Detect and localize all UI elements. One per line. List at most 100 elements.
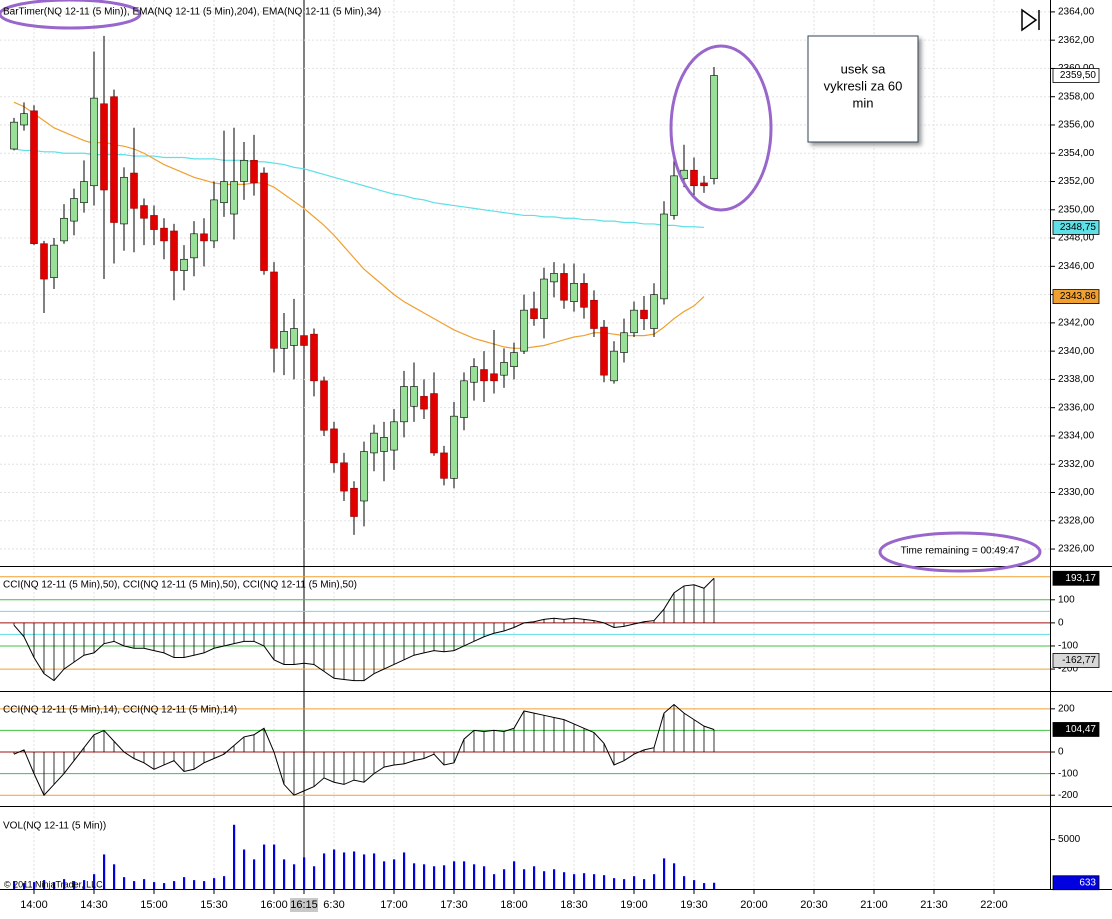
volume-bar	[473, 864, 476, 889]
value-marker	[1052, 570, 1100, 586]
volume-bar	[83, 880, 86, 889]
y-tick-label: -200	[1058, 664, 1078, 675]
value-marker-label: 193,17	[1065, 573, 1096, 584]
value-marker-label: 2343,86	[1060, 291, 1097, 302]
candle-body	[350, 487, 358, 517]
y-tick-label: 2346,00	[1058, 261, 1095, 272]
ema-line	[13, 101, 705, 349]
x-tick-label: 21:30	[920, 899, 948, 911]
volume-bar	[243, 849, 246, 889]
volume-bar	[423, 864, 426, 889]
volume-bar	[633, 876, 636, 889]
volume-bar	[173, 881, 176, 889]
play-icon[interactable]	[1021, 8, 1040, 32]
candle-body	[120, 176, 128, 225]
candle-body	[340, 462, 348, 492]
highlight-ellipse	[878, 531, 1042, 573]
volume-bar	[623, 879, 626, 889]
value-marker-label: 2348,75	[1060, 222, 1097, 233]
candle-body	[400, 386, 408, 423]
candle-body	[110, 96, 118, 223]
volume-bar	[583, 873, 586, 889]
volume-bar	[433, 866, 436, 889]
candle-body	[390, 421, 398, 451]
volume-bar	[383, 861, 386, 889]
x-tick-label: 18:30	[560, 899, 588, 911]
candle-body	[290, 328, 298, 346]
x-tick-label: 14:00	[20, 899, 48, 911]
candle-body	[450, 415, 458, 479]
volume-bar	[123, 877, 126, 889]
candle-body	[490, 373, 498, 382]
x-tick-label: 22:00	[980, 899, 1008, 911]
value-marker	[1052, 289, 1100, 304]
y-tick-label: 2350,00	[1058, 204, 1095, 215]
candle-body	[570, 282, 578, 302]
x-tick-label: 15:30	[200, 899, 228, 911]
value-marker	[1052, 875, 1100, 891]
play-triangle[interactable]	[1021, 8, 1038, 32]
x-tick-label: 14:30	[80, 899, 108, 911]
candle-body	[240, 160, 248, 182]
candle-body	[430, 393, 438, 454]
volume-bar	[73, 881, 76, 889]
volume-bar	[603, 875, 606, 889]
candle-body	[270, 271, 278, 349]
candle-body	[260, 172, 268, 271]
candle-body	[410, 386, 418, 407]
candle-body	[250, 160, 258, 184]
volume-bar	[213, 878, 216, 889]
volume-bar	[613, 878, 616, 889]
value-marker	[1052, 722, 1100, 737]
x-tick-label: 20:00	[740, 899, 768, 911]
y-tick-label: -100	[1058, 641, 1078, 652]
volume-bar	[483, 866, 486, 889]
value-marker-label: 2359,50	[1060, 70, 1097, 81]
volume-bar	[543, 871, 546, 889]
candle-body	[470, 366, 478, 383]
y-tick-label: 0	[1058, 618, 1064, 629]
y-tick-label: 100	[1058, 594, 1075, 605]
candle-body	[10, 121, 18, 150]
note-text: min	[853, 95, 874, 110]
candle-body	[320, 380, 328, 431]
highlight-ellipse	[0, 0, 142, 30]
frame	[0, 0, 1112, 890]
volume-bar	[13, 881, 16, 889]
volume-bar	[353, 851, 356, 889]
candle-body	[370, 432, 378, 454]
candle-body	[50, 244, 58, 278]
y-tick-label: -200	[1058, 790, 1078, 801]
volume-bar	[493, 874, 496, 889]
candle-body	[440, 452, 448, 479]
candle-body	[70, 198, 78, 222]
volume-bar	[453, 861, 456, 889]
volume-bar	[303, 857, 306, 889]
volume-bar	[643, 879, 646, 889]
volume-bar	[703, 883, 706, 889]
cci-line	[13, 703, 715, 797]
volume-bar	[103, 854, 106, 889]
volume-bar	[43, 880, 46, 889]
volume-bar	[183, 877, 186, 889]
volume-bar	[313, 866, 316, 889]
candle-body	[200, 233, 208, 242]
copyright: © 2011 NinjaTrader, LLC	[4, 879, 103, 889]
candle-body	[40, 243, 48, 280]
y-tick-label: 2352,00	[1058, 176, 1095, 187]
candle-body	[80, 181, 88, 204]
candle-body	[640, 309, 648, 319]
volume-bar	[513, 861, 516, 889]
y-tick-label: 2358,00	[1058, 91, 1095, 102]
candle-body	[360, 451, 368, 502]
volume-bar	[293, 864, 296, 889]
candle-body	[130, 172, 138, 209]
candle-body	[190, 233, 198, 259]
x-tick-label: 20:30	[800, 899, 828, 911]
panel-title: BarTimer(NQ 12-11 (5 Min)), EMA(NQ 12-11…	[3, 7, 381, 18]
volume-bar	[663, 858, 666, 889]
volume-bar	[343, 852, 346, 889]
y-tick-label: 5000	[1058, 834, 1081, 845]
volume-bar	[63, 879, 66, 889]
